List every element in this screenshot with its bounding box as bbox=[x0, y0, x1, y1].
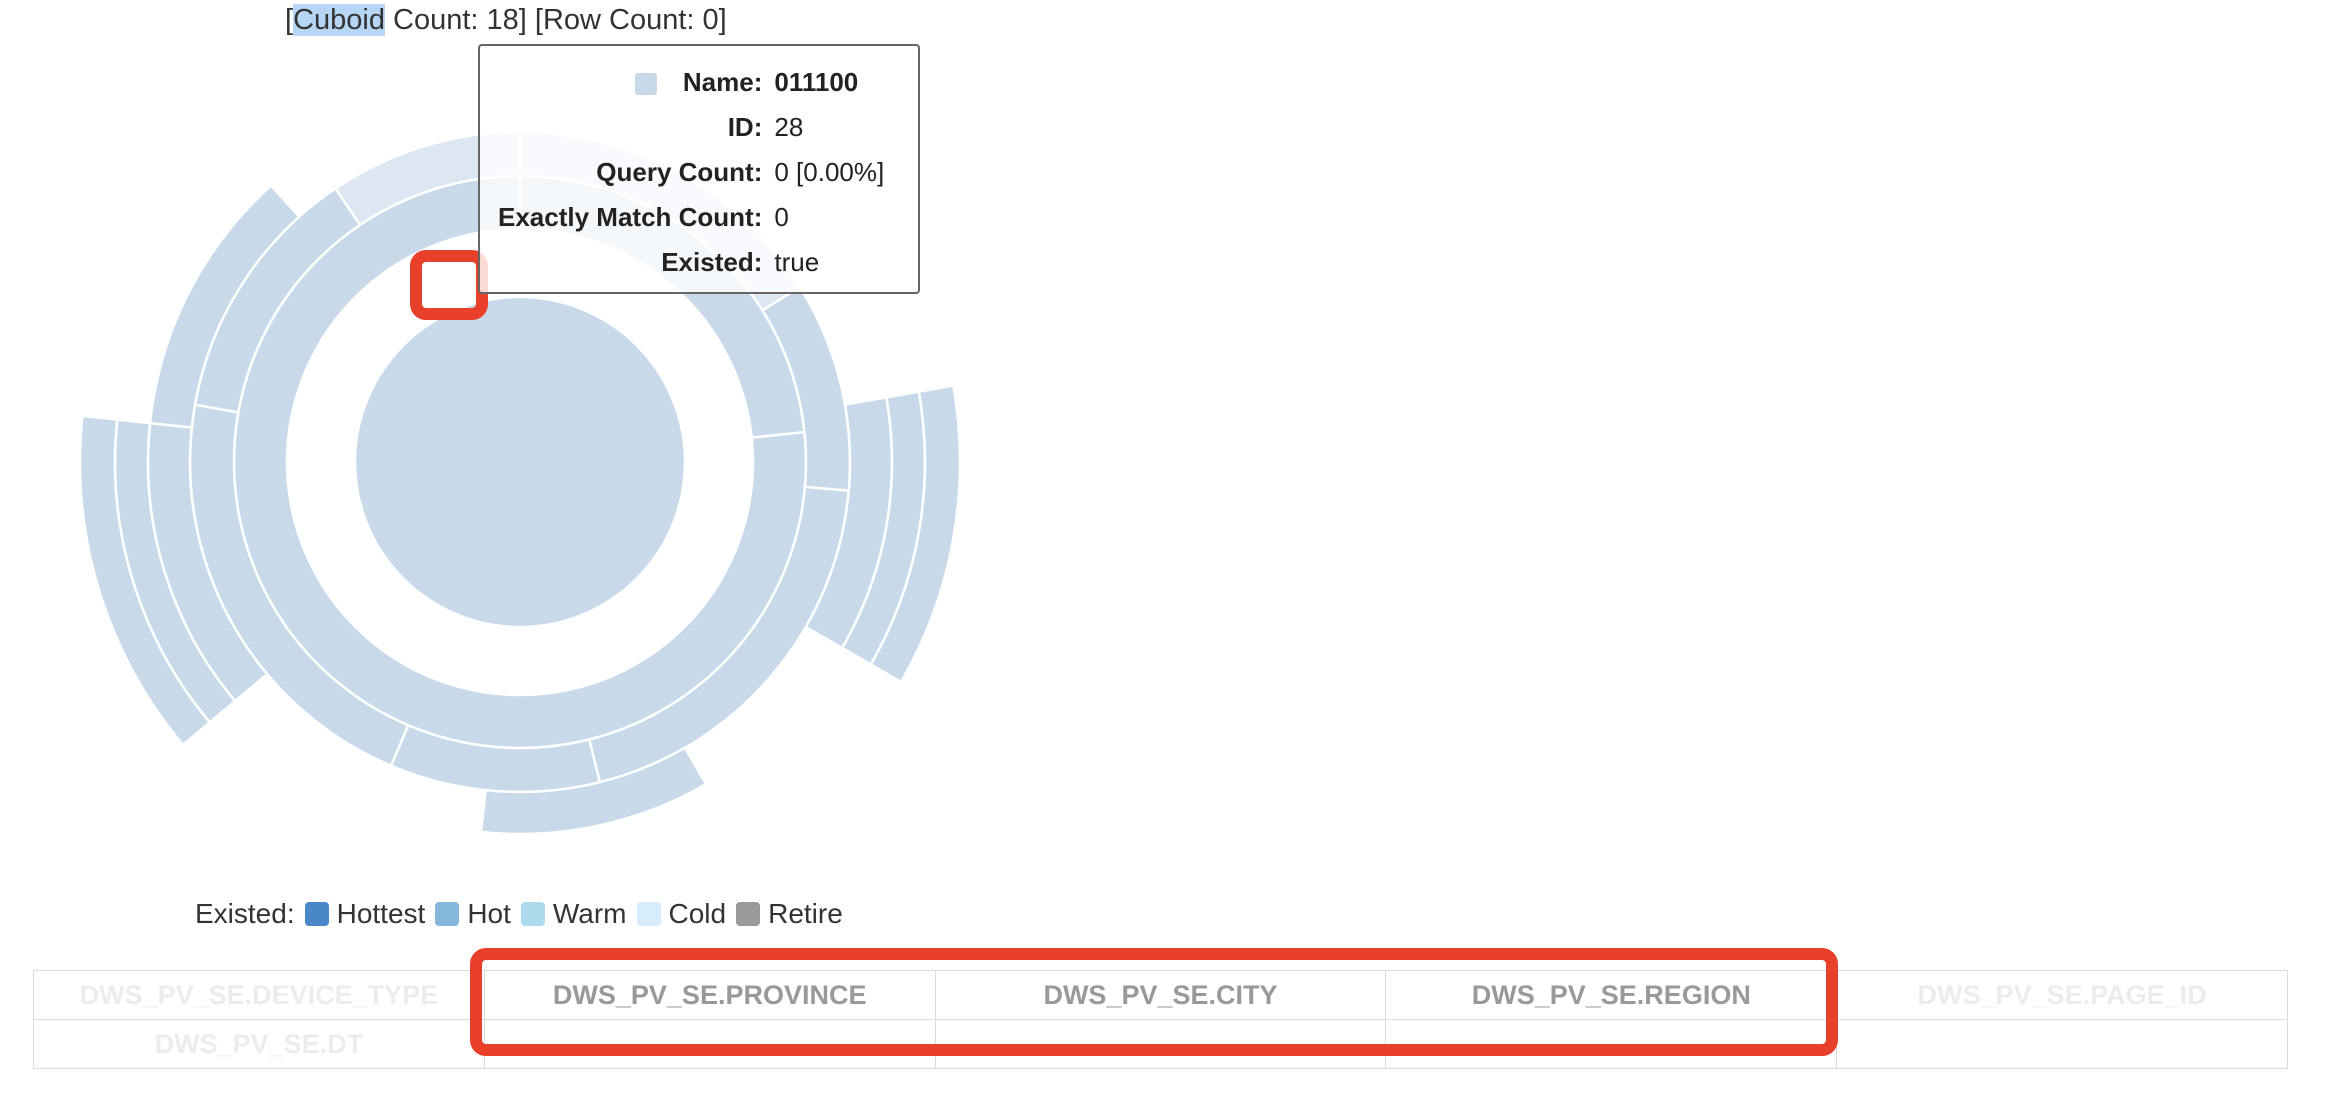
legend-item-hottest: Hottest bbox=[295, 898, 425, 930]
dimension-cell-region[interactable]: DWS_PV_SE.REGION bbox=[1385, 970, 1838, 1020]
cuboid-count-header: [Cuboid Count: 18] [Row Count: 0] bbox=[285, 4, 727, 36]
tooltip-query-count-value: 0 [0.00%] bbox=[774, 157, 885, 187]
dimension-cell-dt[interactable]: DWS_PV_SE.DT bbox=[33, 1019, 485, 1069]
tooltip-row-id: ID: 28 bbox=[492, 105, 890, 150]
legend-label: Existed: bbox=[195, 898, 295, 929]
sunburst-segment-ring4[interactable] bbox=[148, 183, 301, 429]
tooltip-row-existed: Existed: true bbox=[492, 240, 890, 285]
legend-swatch-cold bbox=[636, 902, 661, 926]
sunburst-center-segment[interactable] bbox=[353, 295, 687, 629]
dimension-cell-city[interactable]: DWS_PV_SE.CITY bbox=[934, 970, 1387, 1020]
selected-dimensions-marker bbox=[470, 948, 1838, 1056]
legend-item-warm: Warm bbox=[511, 898, 627, 930]
sunburst-segment-ring6[interactable] bbox=[869, 384, 960, 684]
legend-swatch-retire bbox=[736, 902, 761, 926]
tooltip-existed-value: true bbox=[774, 247, 820, 277]
dimension-cell-device-type[interactable]: DWS_PV_SE.DEVICE_TYPE bbox=[33, 970, 485, 1020]
dimension-table: DWS_PV_SE.DEVICE_TYPE DWS_PV_SE.PROVINCE… bbox=[33, 970, 2288, 1069]
dimension-cell-page-id[interactable]: DWS_PV_SE.PAGE_ID bbox=[1836, 970, 2288, 1020]
existed-legend: Existed: Hottest Hot Warm Cold Retire bbox=[195, 898, 843, 930]
dimension-cell-province[interactable]: DWS_PV_SE.PROVINCE bbox=[483, 970, 936, 1020]
tooltip-exact-match-value: 0 bbox=[774, 202, 789, 232]
legend-swatch-warm bbox=[520, 902, 545, 926]
tooltip-color-swatch bbox=[634, 73, 657, 96]
tooltip-id-value: 28 bbox=[774, 112, 804, 142]
dimension-cell-empty bbox=[1836, 1019, 2288, 1069]
tooltip-row-query-count: Query Count: 0 [0.00%] bbox=[492, 150, 890, 195]
dimension-row: DWS_PV_SE.DEVICE_TYPE DWS_PV_SE.PROVINCE… bbox=[33, 970, 2288, 1020]
sunburst-segment-ring4[interactable] bbox=[479, 746, 708, 836]
legend-item-hot: Hot bbox=[425, 898, 511, 930]
legend-swatch-hot bbox=[435, 902, 460, 926]
legend-swatch-hottest bbox=[304, 902, 329, 926]
cuboid-word-highlight: Cuboid bbox=[293, 4, 385, 36]
tooltip-name-value: 011100 bbox=[774, 67, 859, 97]
legend-item-cold: Cold bbox=[627, 898, 726, 930]
sunburst-segment-ring6[interactable] bbox=[78, 414, 212, 747]
tooltip-row-exact-match: Exactly Match Count: 0 bbox=[492, 195, 890, 240]
tooltip-row-name: Name: 011100 bbox=[492, 60, 890, 105]
hovered-segment-marker bbox=[410, 250, 488, 320]
legend-item-retire: Retire bbox=[726, 898, 843, 930]
cuboid-tooltip: Name: 011100 ID: 28 Query Count: 0 [0.00… bbox=[478, 44, 920, 294]
